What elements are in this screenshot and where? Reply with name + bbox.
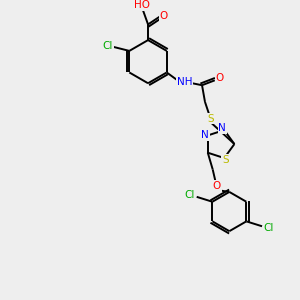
Text: N: N [201, 130, 209, 140]
Text: Cl: Cl [103, 41, 113, 51]
Text: O: O [212, 181, 221, 191]
Text: O: O [160, 11, 168, 21]
Text: S: S [222, 155, 229, 165]
Text: HO: HO [134, 0, 150, 10]
Text: Cl: Cl [184, 190, 195, 200]
Text: S: S [208, 114, 214, 124]
Text: N: N [218, 123, 226, 133]
Text: NH: NH [177, 77, 192, 87]
Text: Cl: Cl [264, 223, 274, 233]
Text: O: O [216, 73, 224, 83]
